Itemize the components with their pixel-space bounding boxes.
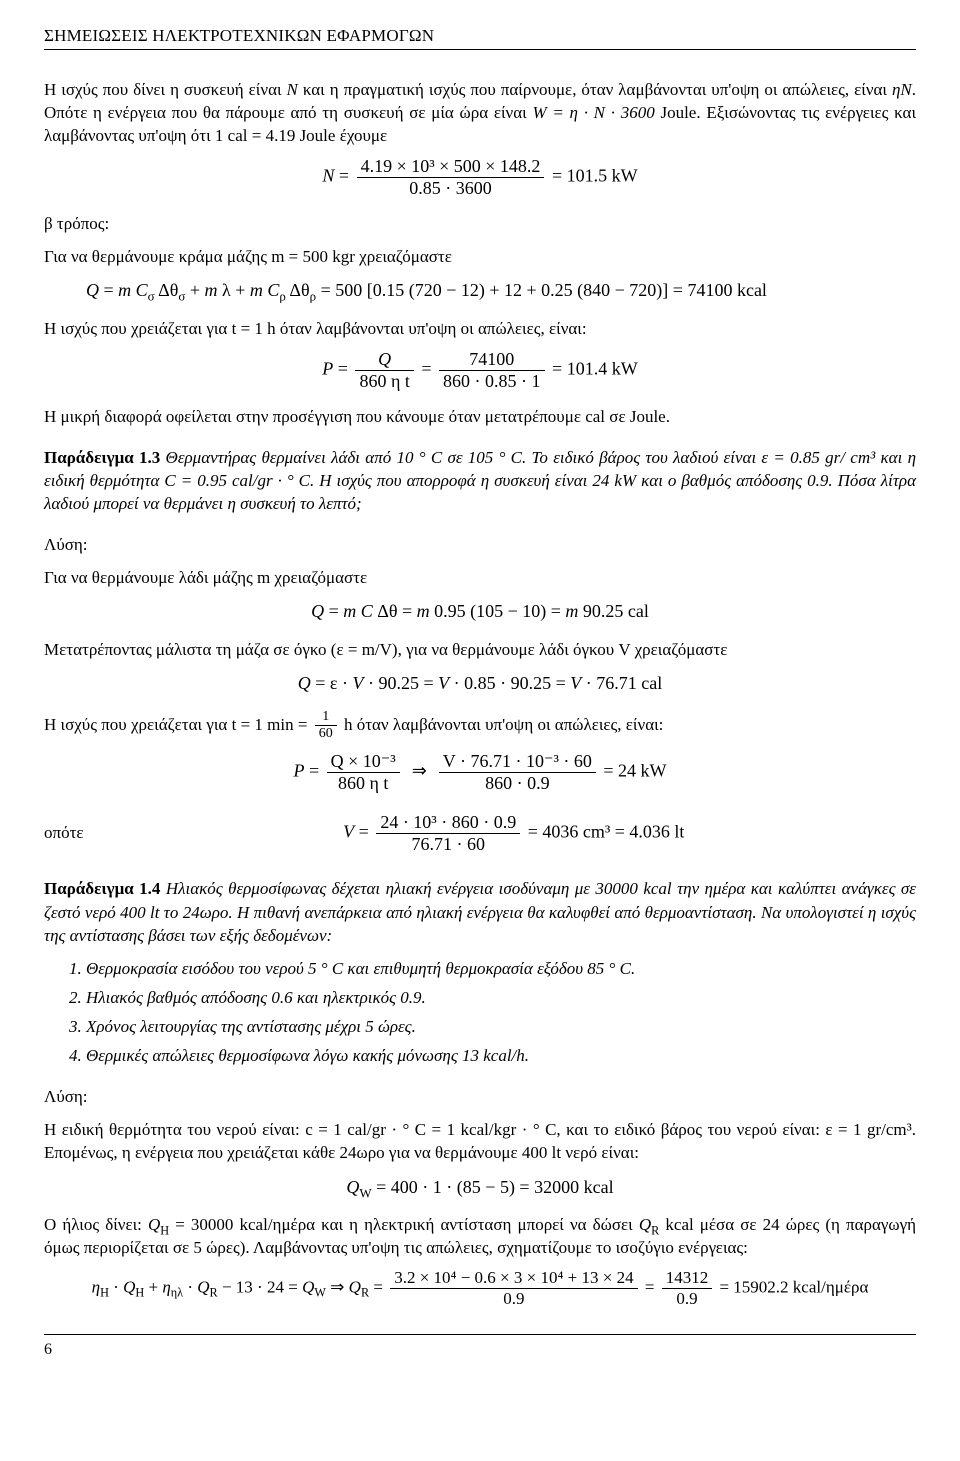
p1-b: και η πραγματική ισχύς που παίρνουμε, ότ… — [298, 80, 892, 99]
paragraph-4: Η μικρή διαφορά οφείλεται στην προσέγγισ… — [44, 405, 916, 428]
paragraph-5: Για να θερμάνουμε λάδι μάζης m χρειαζόμα… — [44, 566, 916, 589]
paragraph-6: Μετατρέποντας μάλιστα τη μάζα σε όγκο (ε… — [44, 638, 916, 661]
frac-1-60: 160 — [312, 710, 340, 742]
paragraph-3: Η ισχύς που χρειάζεται για t = 1 h όταν … — [44, 317, 916, 340]
paragraph-9: Ο ήλιος δίνει: QH = 30000 kcal/ημέρα και… — [44, 1213, 916, 1259]
solution-label-1: Λύση: — [44, 533, 916, 556]
given-item-1: Θερμοκρασία εισόδου του νερού 5 ° C και … — [86, 957, 916, 980]
given-item-4: Θερμικές απώλειες θερμοσίφωνα λόγω κακής… — [86, 1044, 916, 1067]
eq6-rhs: 24 kW — [618, 760, 667, 780]
eq7-num: 24 · 10³ · 860 · 0.9 — [376, 813, 520, 834]
equation-6: P = Q × 10⁻³ 860 η t ⇒ V · 76.71 · 10⁻³ … — [44, 752, 916, 793]
eq6-left-num: Q × 10⁻³ — [327, 752, 400, 773]
eq9-frac-2: 14312 0.9 — [659, 1269, 716, 1308]
beta-method-label: β τρόπος: — [44, 212, 916, 235]
eq9-den2: 0.9 — [662, 1289, 713, 1308]
frac-1-60-num: 1 — [315, 710, 337, 727]
eq1-den: 0.85 · 3600 — [357, 178, 545, 198]
ex13-label: Παράδειγμα 1.3 — [44, 448, 160, 467]
paragraph-7: Η ισχύς που χρειάζεται για t = 1 min = 1… — [44, 710, 916, 742]
equation-8: QW = 400 · 1 · (85 − 5) = 32000 kcal — [44, 1175, 916, 1199]
eq7-rhs: 4036 cm³ = 4.036 lt — [542, 821, 684, 841]
example-1-3: Παράδειγμα 1.3 Θερμαντήρας θερμαίνει λάδ… — [44, 446, 916, 515]
example-1-4: Παράδειγμα 1.4 Ηλιακός θερμοσίφωνας δέχε… — [44, 877, 916, 946]
eq9-num1: 3.2 × 10⁴ − 0.6 × 3 × 10⁴ + 13 × 24 — [390, 1269, 637, 1289]
p1-a: Η ισχύς που δίνει η συσκευή είναι — [44, 80, 287, 99]
ex14-body: Ηλιακός θερμοσίφωνας δέχεται ηλιακή ενέρ… — [44, 879, 916, 944]
equation-4: Q = m C Δθ = m 0.95 (105 − 10) = m 90.25… — [44, 599, 916, 623]
eq6-right-num: V · 76.71 · 10⁻³ · 60 — [439, 752, 596, 773]
equation-9: ηH · QH + ηηλ · QR − 13 · 24 = QW ⇒ QR =… — [44, 1269, 916, 1308]
opote-row: οπότε V = 24 · 10³ · 860 · 0.9 76.71 · 6… — [44, 807, 916, 860]
given-item-3: Χρόνος λειτουργίας της αντίστασης μέχρι … — [86, 1015, 916, 1038]
eq9-rhs: 15902.2 kcal/ημέρα — [733, 1277, 868, 1296]
eq6-left-den: 860 η t — [327, 773, 400, 793]
eq3-rhs: 101.4 kW — [567, 359, 638, 379]
paragraph-1: Η ισχύς που δίνει η συσκευή είναι N και … — [44, 78, 916, 147]
page: ΣΗΜΕΙΩΣΕΙΣ ΗΛΕΚΤΡΟΤΕΧΝΙΚΩΝ ΕΦΑΡΜΟΓΩΝ Η ι… — [0, 0, 960, 1461]
eq9-num2: 14312 — [662, 1269, 713, 1289]
paragraph-8: Η ειδική θερμότητα του νερού είναι: c = … — [44, 1118, 916, 1164]
footer-rule: 6 — [44, 1334, 916, 1361]
equation-1: N = 4.19 × 10³ × 500 × 148.2 0.85 · 3600… — [44, 157, 916, 198]
running-head: ΣΗΜΕΙΩΣΕΙΣ ΗΛΕΚΤΡΟΤΕΧΝΙΚΩΝ ΕΦΑΡΜΟΓΩΝ — [44, 24, 916, 50]
ex14-label: Παράδειγμα 1.4 — [44, 879, 160, 898]
eq3-mid-den: 860 · 0.85 · 1 — [439, 371, 545, 391]
page-number: 6 — [44, 1341, 52, 1358]
eq9-den1: 0.9 — [390, 1289, 637, 1308]
eq1-num: 4.19 × 10³ × 500 × 148.2 — [357, 157, 545, 178]
equation-2: Q = m Cσ Δθσ + m λ + m Cρ Δθρ = 500 [0.1… — [86, 278, 916, 302]
paragraph-2: Για να θερμάνουμε κράμα μάζης m = 500 kg… — [44, 245, 916, 268]
p7-a: Η ισχύς που χρειάζεται για t = 1 min = — [44, 715, 312, 734]
eq3-frac-left: Q 860 η t — [352, 350, 416, 391]
equation-5: Q = ε · V · 90.25 = V · 0.85 · 90.25 = V… — [44, 671, 916, 695]
eq1-lhs: N — [322, 166, 334, 186]
eq1-frac: 4.19 × 10³ × 500 × 148.2 0.85 · 3600 — [354, 157, 548, 198]
eq9-frac-1: 3.2 × 10⁴ − 0.6 × 3 × 10⁴ + 13 × 24 0.9 — [387, 1269, 640, 1308]
eq6-frac-right: V · 76.71 · 10⁻³ · 60 860 · 0.9 — [436, 752, 599, 793]
eq7-den: 76.71 · 60 — [376, 834, 520, 854]
eq6-frac-left: Q × 10⁻³ 860 η t — [324, 752, 403, 793]
given-list: Θερμοκρασία εισόδου του νερού 5 ° C και … — [66, 957, 916, 1067]
given-item-2: Ηλιακός βαθμός απόδοσης 0.6 και ηλεκτρικ… — [86, 986, 916, 1009]
eq6-right-den: 860 · 0.9 — [439, 773, 596, 793]
equation-7: V = 24 · 10³ · 860 · 0.9 76.71 · 60 = 40… — [112, 813, 916, 854]
frac-1-60-den: 60 — [315, 726, 337, 742]
eq1-rhs: 101.5 kW — [567, 166, 638, 186]
equation-3: P = Q 860 η t = 74100 860 · 0.85 · 1 = 1… — [44, 350, 916, 391]
solution-label-2: Λύση: — [44, 1085, 916, 1108]
eq3-left-num: Q — [355, 350, 413, 371]
eq7-frac: 24 · 10³ · 860 · 0.9 76.71 · 60 — [373, 813, 523, 854]
eq3-mid-num: 74100 — [439, 350, 545, 371]
eq3-frac-mid: 74100 860 · 0.85 · 1 — [436, 350, 548, 391]
p7-b: h όταν λαμβάνονται υπ'οψη οι απώλειες, ε… — [340, 715, 664, 734]
ex13-body: Θερμαντήρας θερμαίνει λάδι από 10 ° C σε… — [44, 448, 916, 513]
opote-label: οπότε — [44, 821, 84, 844]
eq3-left-den: 860 η t — [355, 371, 413, 391]
